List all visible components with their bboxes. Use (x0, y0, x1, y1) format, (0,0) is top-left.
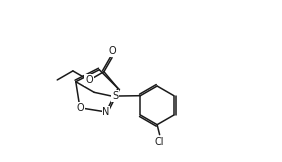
Text: O: O (76, 103, 84, 113)
Text: O: O (85, 75, 93, 85)
Text: N: N (102, 107, 110, 117)
Text: O: O (108, 46, 116, 56)
Text: Cl: Cl (155, 137, 164, 147)
Text: S: S (112, 91, 118, 101)
